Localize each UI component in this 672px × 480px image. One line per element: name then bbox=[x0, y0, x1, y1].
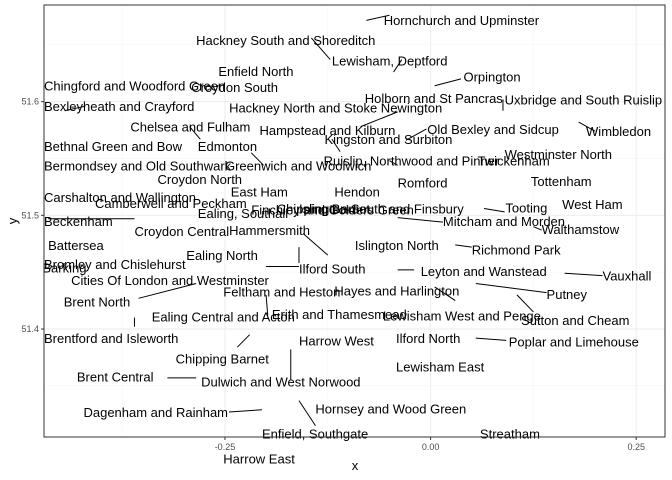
point-label: Brent Central bbox=[77, 370, 154, 385]
point-label: Streatham bbox=[480, 427, 540, 442]
point-label: Ilford North bbox=[396, 331, 460, 346]
label-connector bbox=[484, 208, 505, 211]
point-label: Finchley and Golders Green bbox=[251, 203, 414, 218]
point-label: Bexleyheath and Crayford bbox=[44, 99, 194, 114]
point-label: Brent North bbox=[64, 295, 130, 310]
y-tick-label: 51.5 bbox=[21, 210, 39, 220]
label-connector bbox=[229, 410, 262, 412]
point-label: Hornchurch and Upminster bbox=[384, 13, 540, 28]
point-label: Tottenham bbox=[531, 174, 592, 189]
point-label: Feltham and Heston bbox=[223, 284, 340, 299]
point-label: Dulwich and West Norwood bbox=[201, 374, 360, 389]
point-label: Walthamstow bbox=[542, 222, 620, 237]
point-label: Chelsea and Fulham bbox=[130, 120, 250, 135]
point-label: Dagenham and Rainham bbox=[83, 405, 228, 420]
point-label: Twickenham bbox=[477, 154, 549, 169]
point-label: Battersea bbox=[48, 238, 104, 253]
point-label: Enfield, Southgate bbox=[262, 427, 368, 442]
point-label: Hackney North and Stoke Newington bbox=[229, 100, 442, 115]
point-label: Leyton and Wanstead bbox=[421, 264, 547, 279]
x-tick-label: -0.25 bbox=[215, 442, 236, 452]
point-label: Harrow East bbox=[223, 452, 295, 467]
point-label: Vauxhall bbox=[602, 269, 651, 284]
point-label: Greenwich and Woolwich bbox=[225, 158, 371, 173]
label-connector bbox=[455, 245, 471, 247]
point-label: Hendon bbox=[334, 184, 380, 199]
point-label: Croydon Central bbox=[134, 224, 229, 239]
point-label: Sutton and Cheam bbox=[521, 313, 629, 328]
x-tick-label: 0.25 bbox=[627, 442, 645, 452]
x-axis-title: x bbox=[352, 458, 359, 473]
point-label: Putney bbox=[547, 287, 588, 302]
x-tick-label: 0.00 bbox=[422, 442, 440, 452]
point-label: Lewisham East bbox=[396, 360, 485, 375]
label-connector bbox=[237, 335, 249, 348]
point-label: Enfield North bbox=[218, 64, 293, 79]
label-connector bbox=[565, 273, 603, 275]
point-label: Croydon South bbox=[191, 80, 278, 95]
point-label: Hammersmith bbox=[229, 223, 310, 238]
point-label: Richmond Park bbox=[472, 242, 561, 257]
point-label: Bethnal Green and Bow bbox=[44, 139, 183, 154]
point-label: Wimbledon bbox=[586, 124, 651, 139]
label-connector bbox=[398, 218, 443, 223]
y-tick-label: 51.6 bbox=[21, 97, 39, 107]
y-tick-label: 51.4 bbox=[21, 324, 39, 334]
point-label: Romford bbox=[398, 175, 448, 190]
point-label: Hornsey and Wood Green bbox=[315, 402, 466, 417]
label-connector bbox=[435, 79, 461, 86]
point-label: West Ham bbox=[562, 197, 622, 212]
point-label: Ilford South bbox=[299, 262, 366, 277]
point-label: Lewisham, Deptford bbox=[332, 54, 448, 69]
label-connector bbox=[476, 284, 547, 293]
label-connector bbox=[299, 401, 315, 426]
point-label: Orpington bbox=[463, 70, 520, 85]
point-label: Kingston and Surbiton bbox=[324, 132, 452, 147]
point-label: Islington North bbox=[355, 238, 439, 253]
point-label: Ealing Central and Acton bbox=[152, 309, 295, 324]
point-label: Harrow West bbox=[299, 333, 374, 348]
point-labels: Hornchurch and Upminster Hackney South an… bbox=[42, 13, 662, 467]
point-label: Hackney South and Shoreditch bbox=[196, 33, 375, 48]
point-label: Beckenham bbox=[44, 214, 113, 229]
point-label: Ealing North bbox=[186, 248, 258, 263]
point-label: Lewisham West and Penge bbox=[383, 308, 541, 323]
point-label: Brentford and Isleworth bbox=[44, 331, 178, 346]
point-label: Uxbridge and South Ruislip bbox=[505, 92, 663, 107]
y-axis-title: y bbox=[5, 217, 20, 224]
point-label: Chipping Barnet bbox=[176, 352, 270, 367]
point-label: Poplar and Limehouse bbox=[509, 335, 639, 350]
point-label: Hayes and Harlington bbox=[334, 283, 459, 298]
point-label: Croydon North bbox=[158, 172, 243, 187]
point-label: Edmonton bbox=[198, 139, 257, 154]
label-connector bbox=[476, 338, 506, 340]
